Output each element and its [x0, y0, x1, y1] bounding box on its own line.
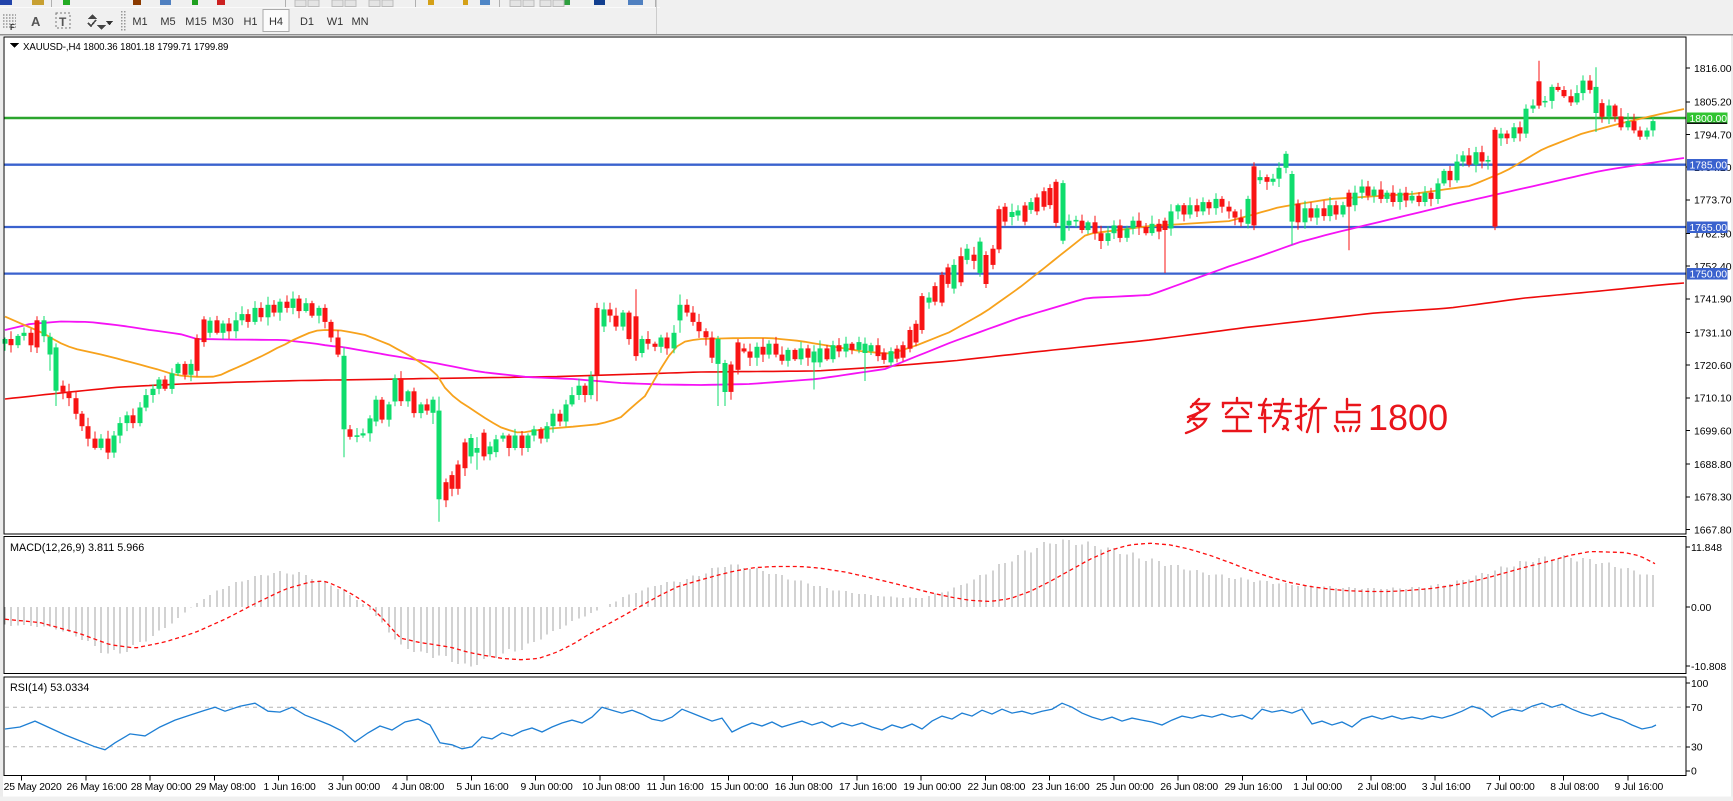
svg-text:25 Jun 00:00: 25 Jun 00:00 — [1096, 782, 1154, 793]
svg-text:1699.60: 1699.60 — [1694, 426, 1732, 437]
svg-text:7 Jul 00:00: 7 Jul 00:00 — [1486, 782, 1535, 793]
svg-text:26 Jun 08:00: 26 Jun 08:00 — [1160, 782, 1218, 793]
svg-text:1667.80: 1667.80 — [1694, 525, 1732, 536]
svg-text:1785.00: 1785.00 — [1690, 161, 1728, 172]
svg-text:9 Jun 00:00: 9 Jun 00:00 — [521, 782, 574, 793]
svg-text:1741.90: 1741.90 — [1694, 295, 1732, 306]
svg-text:10 Jun 08:00: 10 Jun 08:00 — [582, 782, 640, 793]
svg-text:T: T — [59, 15, 67, 29]
svg-text:1 Jul 00:00: 1 Jul 00:00 — [1293, 782, 1342, 793]
svg-text:29 Jun 16:00: 29 Jun 16:00 — [1224, 782, 1282, 793]
svg-text:1794.70: 1794.70 — [1694, 130, 1732, 141]
svg-text:3 Jul 16:00: 3 Jul 16:00 — [1422, 782, 1471, 793]
svg-text:2 Jul 08:00: 2 Jul 08:00 — [1357, 782, 1406, 793]
svg-text:22 Jun 08:00: 22 Jun 08:00 — [968, 782, 1026, 793]
svg-text:1731.10: 1731.10 — [1694, 328, 1732, 339]
svg-text:1773.70: 1773.70 — [1694, 196, 1732, 207]
svg-text:17 Jun 16:00: 17 Jun 16:00 — [839, 782, 897, 793]
svg-text:A: A — [31, 14, 41, 29]
svg-text:11.848: 11.848 — [1691, 543, 1722, 554]
svg-text:1710.10: 1710.10 — [1694, 394, 1732, 405]
svg-text:5 Jun 16:00: 5 Jun 16:00 — [456, 782, 509, 793]
svg-text:M15: M15 — [185, 16, 206, 28]
svg-text:9 Jul 16:00: 9 Jul 16:00 — [1614, 782, 1663, 793]
svg-text:RSI(14) 53.0334: RSI(14) 53.0334 — [10, 682, 89, 694]
svg-text:H4: H4 — [269, 16, 283, 28]
svg-text:1720.60: 1720.60 — [1694, 361, 1732, 372]
svg-text:15 Jun 00:00: 15 Jun 00:00 — [711, 782, 769, 793]
svg-text:30: 30 — [1691, 743, 1703, 754]
svg-text:23 Jun 16:00: 23 Jun 16:00 — [1032, 782, 1090, 793]
svg-text:100: 100 — [1691, 679, 1709, 690]
svg-text:19 Jun 00:00: 19 Jun 00:00 — [903, 782, 961, 793]
svg-text:M1: M1 — [132, 16, 147, 28]
svg-text:W1: W1 — [327, 16, 344, 28]
svg-text:11 Jun 16:00: 11 Jun 16:00 — [647, 782, 704, 793]
svg-text:3 Jun 00:00: 3 Jun 00:00 — [328, 782, 381, 793]
svg-text:16 Jun 08:00: 16 Jun 08:00 — [775, 782, 833, 793]
svg-text:M5: M5 — [160, 16, 175, 28]
svg-text:26 May 16:00: 26 May 16:00 — [67, 782, 128, 793]
svg-text:70: 70 — [1691, 703, 1703, 714]
svg-text:F: F — [10, 23, 15, 32]
svg-text:M30: M30 — [212, 16, 233, 28]
svg-text:1762.90: 1762.90 — [1694, 229, 1732, 240]
svg-text:1805.20: 1805.20 — [1694, 98, 1732, 109]
svg-text:0: 0 — [1691, 767, 1697, 778]
svg-text:MACD(12,26,9) 3.811 5.966: MACD(12,26,9) 3.811 5.966 — [10, 542, 144, 554]
svg-text:1688.80: 1688.80 — [1694, 460, 1732, 471]
svg-text:1752.40: 1752.40 — [1694, 262, 1732, 273]
svg-text:25 May 2020: 25 May 2020 — [4, 782, 62, 793]
svg-text:MN: MN — [351, 16, 368, 28]
svg-text:1750.00: 1750.00 — [1690, 270, 1728, 281]
svg-text:28 May 00:00: 28 May 00:00 — [131, 782, 192, 793]
svg-text:8 Jul 08:00: 8 Jul 08:00 — [1550, 782, 1599, 793]
svg-text:XAUUSD-,H4 1800.36 1801.18 17: XAUUSD-,H4 1800.36 1801.18 1799.71 1799.… — [23, 42, 228, 53]
svg-text:1800.00: 1800.00 — [1690, 114, 1728, 125]
svg-text:1 Jun 16:00: 1 Jun 16:00 — [264, 782, 317, 793]
svg-text:1816.00: 1816.00 — [1694, 64, 1732, 75]
svg-text:1765.00: 1765.00 — [1690, 223, 1728, 234]
svg-text:1678.30: 1678.30 — [1694, 493, 1732, 504]
svg-text:4 Jun 08:00: 4 Jun 08:00 — [392, 782, 445, 793]
svg-text:-10.808: -10.808 — [1691, 662, 1726, 673]
svg-text:0.00: 0.00 — [1691, 603, 1711, 614]
svg-text:D1: D1 — [300, 16, 314, 28]
svg-text:1800: 1800 — [1368, 397, 1448, 438]
svg-text:H1: H1 — [243, 16, 257, 28]
svg-text:29 May 08:00: 29 May 08:00 — [195, 782, 256, 793]
